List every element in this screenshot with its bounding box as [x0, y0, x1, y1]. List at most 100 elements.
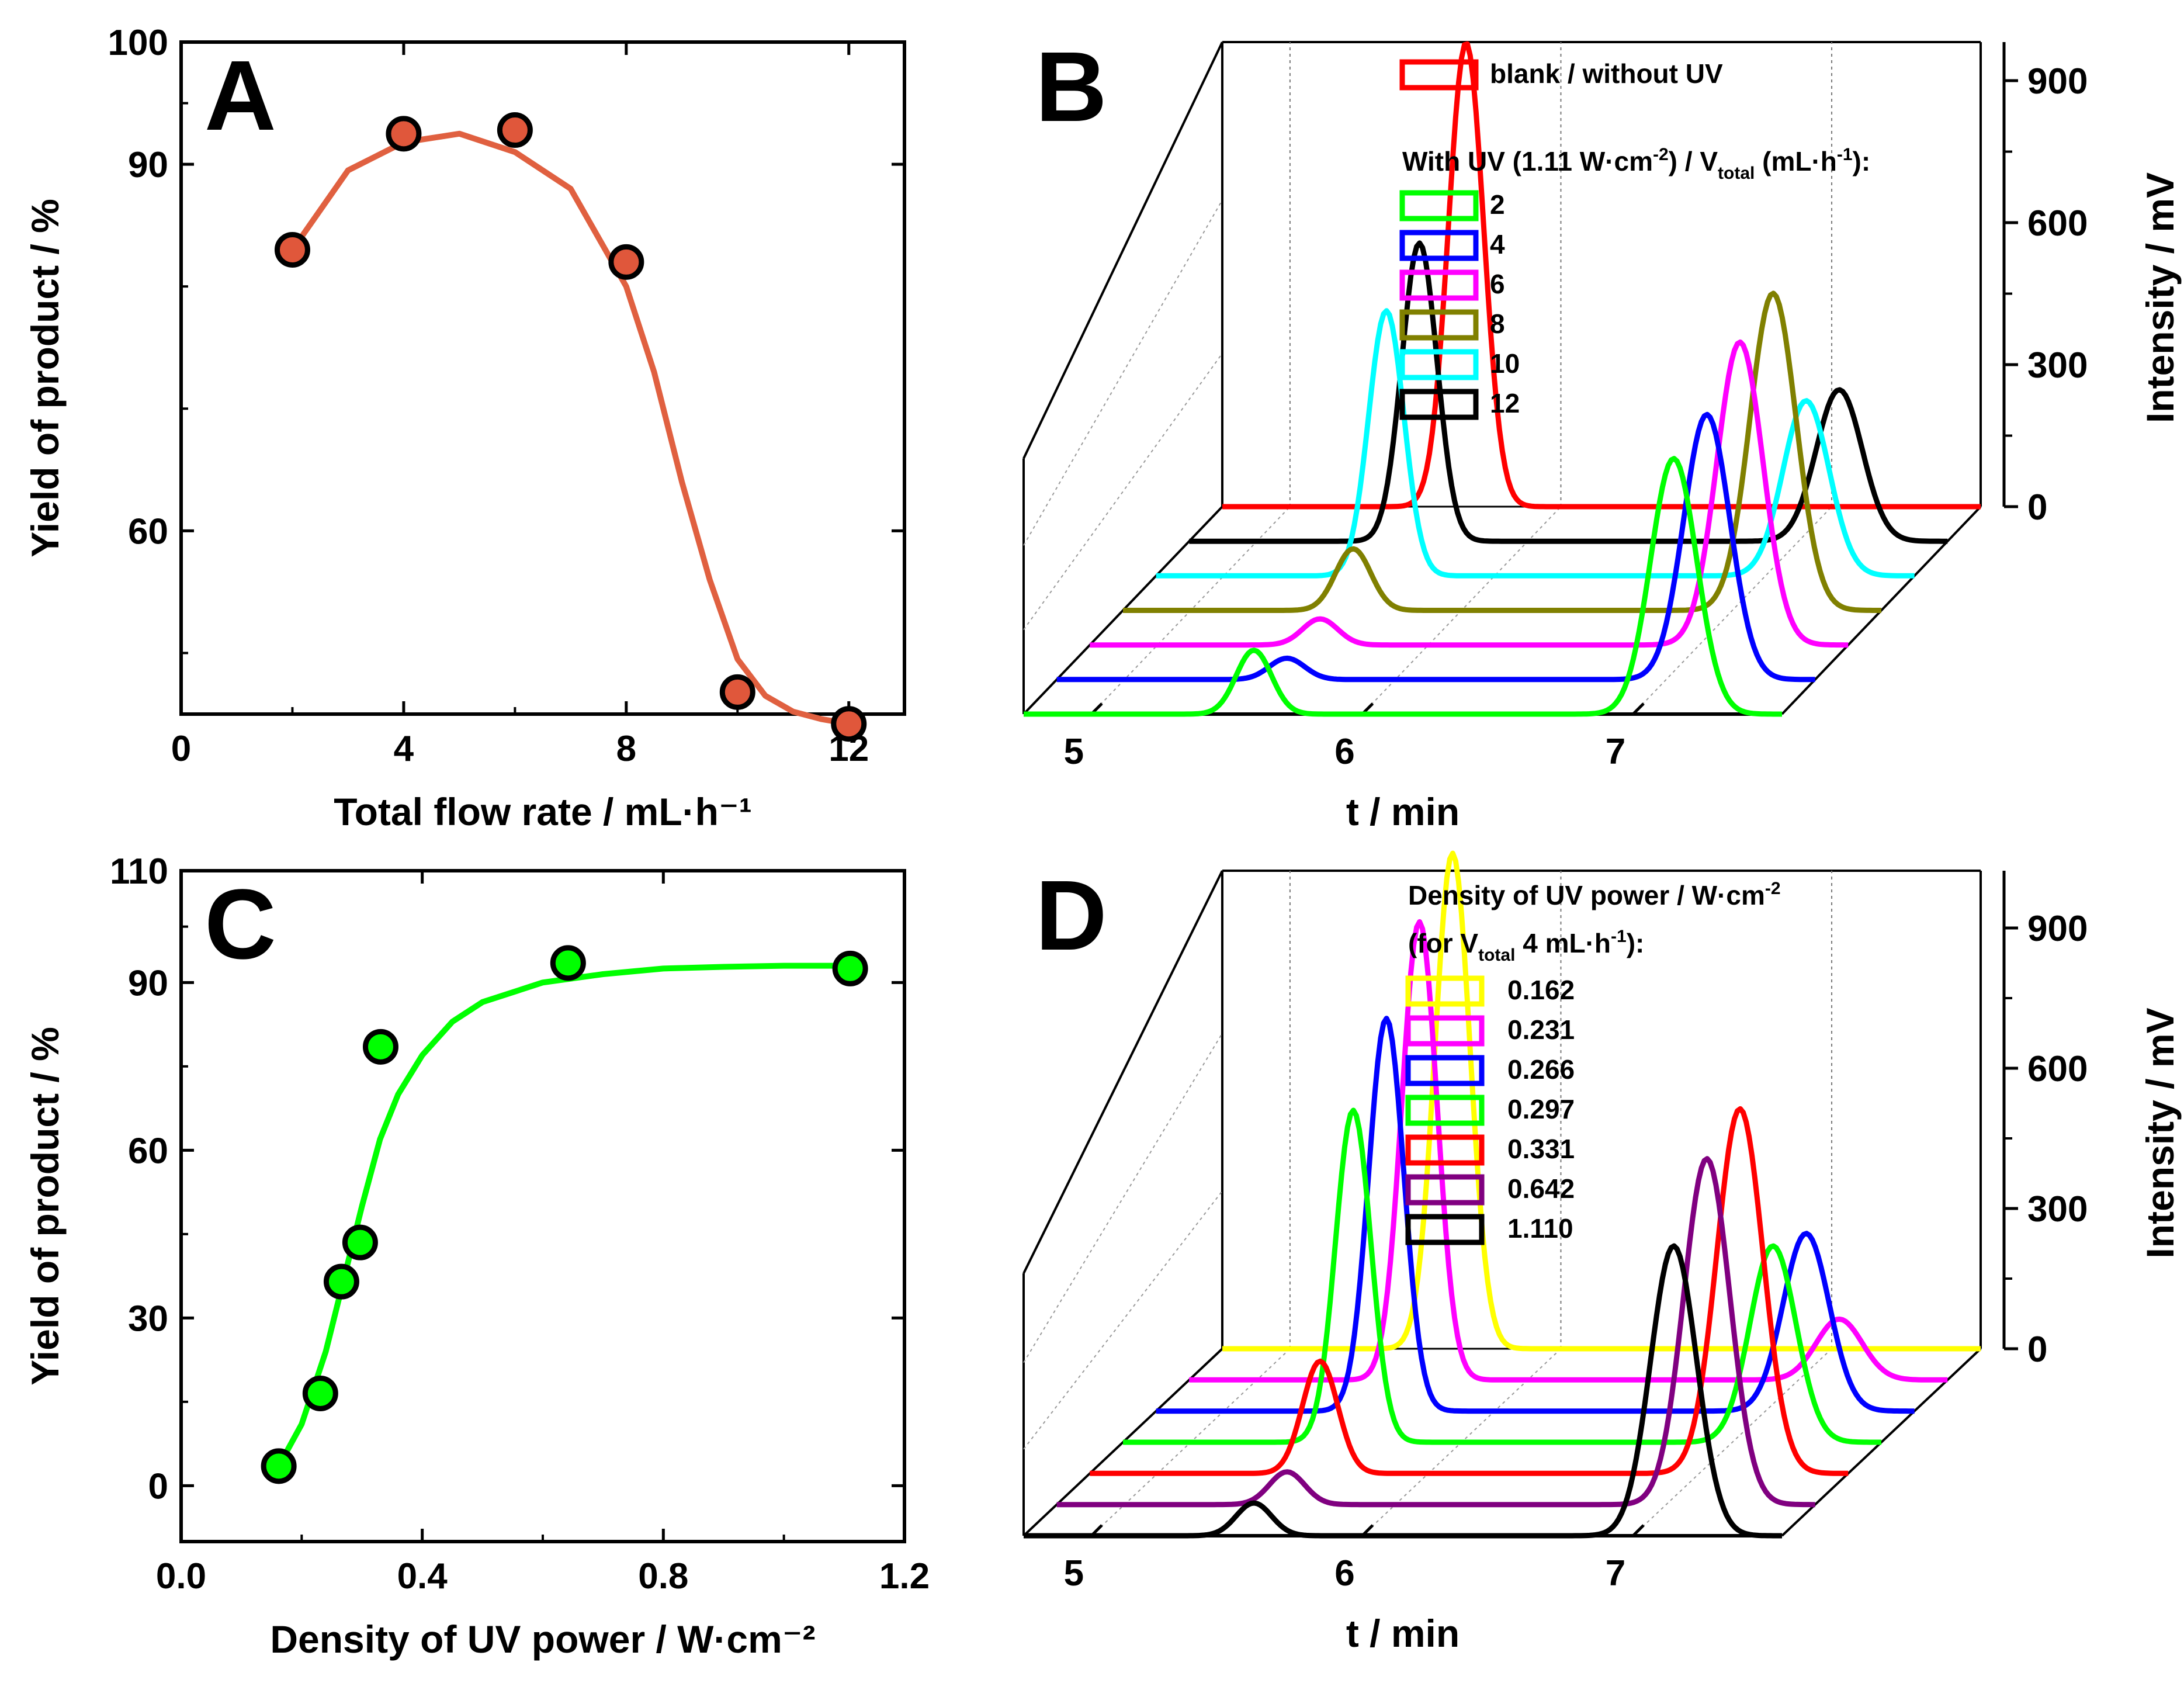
legend-label: 0.297 [1507, 1094, 1575, 1124]
trace-blank / without UV [1222, 41, 1981, 510]
y-tick-label: 100 [108, 23, 168, 63]
legend-swatch [1405, 1095, 1485, 1126]
trace-0.331 [1090, 1106, 1849, 1476]
legend-label: 0.642 [1507, 1173, 1575, 1204]
data-point [342, 1224, 378, 1260]
legend-label: 0.162 [1507, 975, 1575, 1005]
y-tick-label: 30 [128, 1298, 168, 1339]
x-tick-label: 8 [616, 729, 636, 769]
trace-10 [1156, 308, 1915, 579]
legend-label: 2 [1490, 189, 1505, 220]
x-axis-label: t / min [1346, 790, 1460, 833]
x-axis-label: t / min [1346, 1612, 1460, 1655]
x-tick-label: 0.0 [156, 1556, 206, 1597]
z-tick-label: 900 [2027, 61, 2088, 102]
legend-label: 0.266 [1507, 1054, 1575, 1085]
y-tick-label: 90 [128, 145, 168, 185]
z-tick-label: 0 [2027, 487, 2047, 528]
x-tick-label: 5 [1064, 1553, 1084, 1594]
legend-swatch [1399, 230, 1479, 261]
trace-4 [1056, 411, 1815, 683]
x-tick-label: 7 [1606, 1553, 1625, 1594]
legend-swatch [1399, 389, 1479, 420]
side-wall-top [1022, 870, 1223, 1274]
y-tick-label: 60 [128, 1131, 168, 1171]
y-tick-label: 110 [110, 851, 168, 892]
data-point [608, 244, 644, 280]
legend-swatch [1399, 349, 1479, 380]
data-point [362, 1028, 398, 1065]
legend-label: 1.110 [1507, 1213, 1573, 1244]
x-major-tick [1632, 1524, 1645, 1537]
panel-d: 0 300 600 900 Intensity / mV 5 6 7 t / min Densit… [1022, 850, 2182, 1655]
z-axis-label: Intensity / mV [2138, 1007, 2182, 1258]
legend-swatch [1405, 1134, 1485, 1166]
legend-label: 12 [1490, 388, 1520, 418]
plot-frame [179, 40, 906, 716]
x-major-tick [1632, 702, 1645, 715]
fit-curve [276, 962, 854, 1469]
y-tick-label: 60 [128, 511, 168, 552]
data-point [323, 1263, 359, 1300]
x-tick-label: 1.2 [879, 1556, 930, 1597]
trace-6 [1090, 339, 1849, 648]
trace-0.297 [1123, 1107, 1881, 1445]
legend-label: 8 [1490, 309, 1505, 339]
trace-0.162 [1222, 850, 1981, 1352]
y-axis-label: Yield of product / % [23, 1027, 67, 1386]
legend-swatch [1405, 1055, 1485, 1086]
legend-label: 10 [1490, 348, 1520, 379]
grid-line-floor [1632, 1348, 1832, 1536]
z-tick-label: 600 [2027, 203, 2088, 244]
legend-subtitle: (for Vtotal 4 mL·h-1): [1408, 927, 1644, 965]
data-point [831, 706, 867, 742]
legend-label: 6 [1490, 269, 1505, 299]
x-tick-label: 7 [1606, 732, 1625, 772]
panel-label: A [204, 40, 276, 151]
x-tick-label: 4 [394, 729, 414, 769]
legend-label: 4 [1490, 229, 1505, 259]
legend-swatch [1405, 975, 1485, 1007]
legend-title: With UV (1.11 W·cm-2) / Vtotal (mL·h-1): [1402, 145, 1870, 183]
grid-line-side [1023, 199, 1223, 546]
y-tick-label: 0 [148, 1466, 168, 1507]
panel-label: D [1035, 860, 1107, 971]
legend-swatch [1399, 309, 1479, 341]
legend-swatch [1405, 1015, 1485, 1047]
z-tick-label: 300 [2027, 1189, 2088, 1230]
x-tick-label: 5 [1064, 732, 1084, 772]
side-wall-top [1022, 41, 1223, 459]
legend-label: 0.331 [1507, 1134, 1575, 1164]
data-point [302, 1375, 338, 1411]
panel-label: B [1035, 32, 1107, 143]
trace-0.231 [1189, 919, 1948, 1383]
data-point [832, 950, 868, 986]
data-point [497, 112, 533, 148]
z-tick-label: 0 [2027, 1329, 2047, 1370]
x-axis-label: Density of UV power / W·cm⁻² [270, 1618, 815, 1661]
trace-2 [1024, 456, 1782, 717]
z-tick-label: 600 [2027, 1049, 2088, 1089]
grid-line-side [1023, 1033, 1223, 1363]
grid-line-side [1023, 1190, 1223, 1450]
data-point [261, 1448, 297, 1484]
x-tick-label: 6 [1334, 732, 1354, 772]
x-axis-label: Total flow rate / mL·h⁻¹ [334, 790, 752, 833]
z-tick-label: 900 [2027, 909, 2088, 949]
data-point [719, 674, 755, 710]
legend-title: Density of UV power / W·cm-2 [1408, 879, 1781, 910]
trace-8 [1123, 290, 1881, 613]
trace-0.642 [1056, 1156, 1815, 1508]
y-axis-label: Yield of product / % [23, 199, 67, 557]
grid-line-side [1023, 353, 1223, 631]
legend-label: 0.231 [1507, 1014, 1575, 1045]
data-point [274, 231, 310, 268]
legend-label: blank / without UV [1490, 58, 1723, 89]
x-tick-label: 0.4 [397, 1556, 448, 1597]
trace-1.110 [1024, 1243, 1782, 1539]
y-tick-label: 90 [128, 963, 168, 1003]
legend-swatch [1405, 1174, 1485, 1206]
x-tick-label: 6 [1334, 1553, 1354, 1594]
legend-swatch [1405, 1214, 1485, 1245]
